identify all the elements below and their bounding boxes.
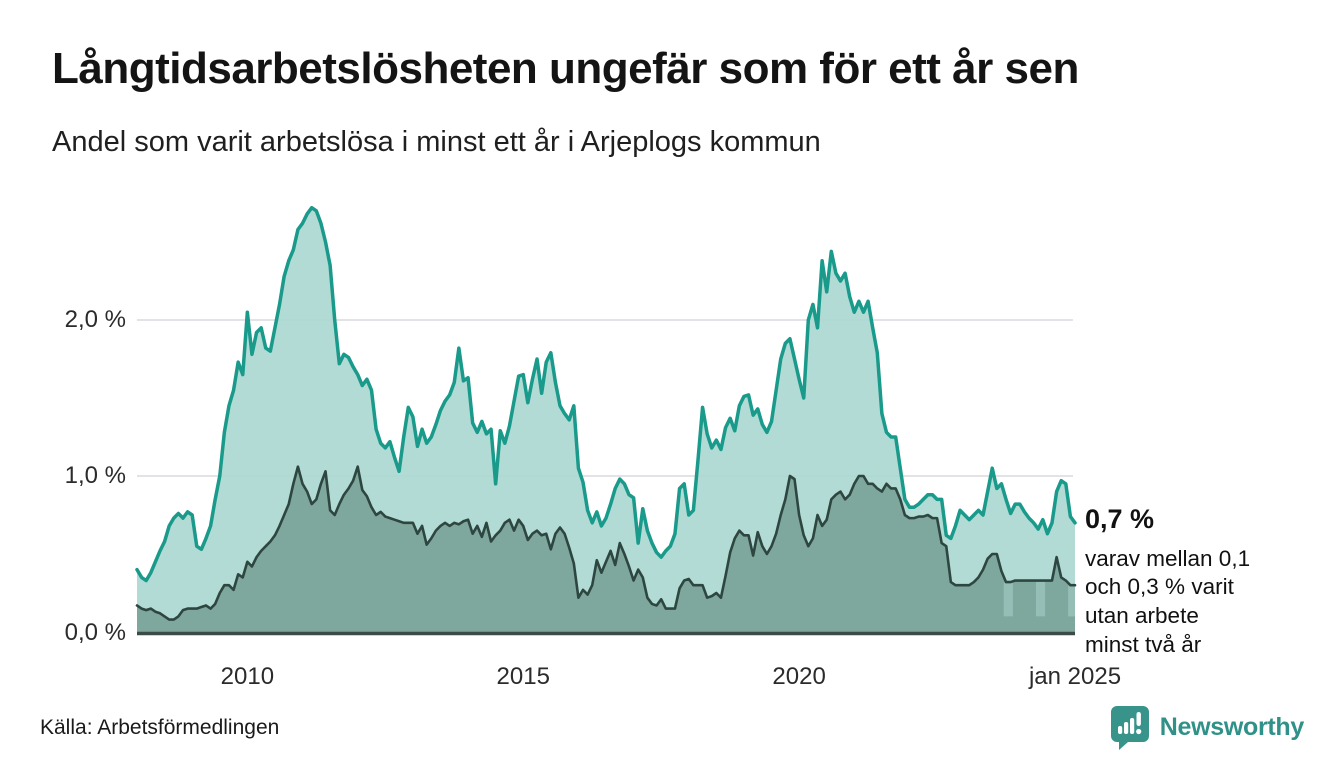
series-min-two-years-line: [135, 465, 1077, 621]
newsworthy-logo[interactable]: Newsworthy: [1109, 704, 1304, 750]
x-tick-label: 2010: [220, 663, 275, 690]
page-title: Långtidsarbetslösheten ungefär som för e…: [52, 44, 1079, 93]
source-note: Källa: Arbetsförmedlingen: [40, 716, 280, 739]
annotation-line: och 0,3 % varit: [1085, 574, 1234, 600]
y-tick-label: 0,0 %: [64, 619, 126, 646]
newsworthy-logo-text: Newsworthy: [1159, 712, 1305, 741]
latest-value-annotation: 0,7 % varav mellan 0,1 och 0,3 % varit u…: [1085, 502, 1325, 660]
page-subtitle: Andel som varit arbetslösa i minst ett å…: [52, 126, 821, 158]
uncertainty-band: [1035, 580, 1046, 617]
x-tick-label: 2015: [496, 663, 550, 690]
series-min-one-year-line: [135, 205, 1077, 583]
annotation-line: varav mellan 0,1: [1085, 545, 1251, 571]
latest-value-label: 0,7 %: [1085, 504, 1155, 534]
uncertainty-band: [1003, 582, 1013, 617]
annotation-line: minst två år: [1085, 631, 1202, 657]
newsworthy-speech-bubble-bars-icon: [1109, 704, 1151, 750]
y-tick-label: 2,0 %: [64, 306, 126, 333]
x-tick-label: 2020: [772, 663, 826, 690]
annotation-line: utan arbete: [1085, 603, 1199, 629]
uncertainty-band: [1068, 585, 1075, 617]
x-tick-label: jan 2025: [1028, 663, 1122, 690]
y-tick-label: 1,0 %: [64, 462, 126, 489]
